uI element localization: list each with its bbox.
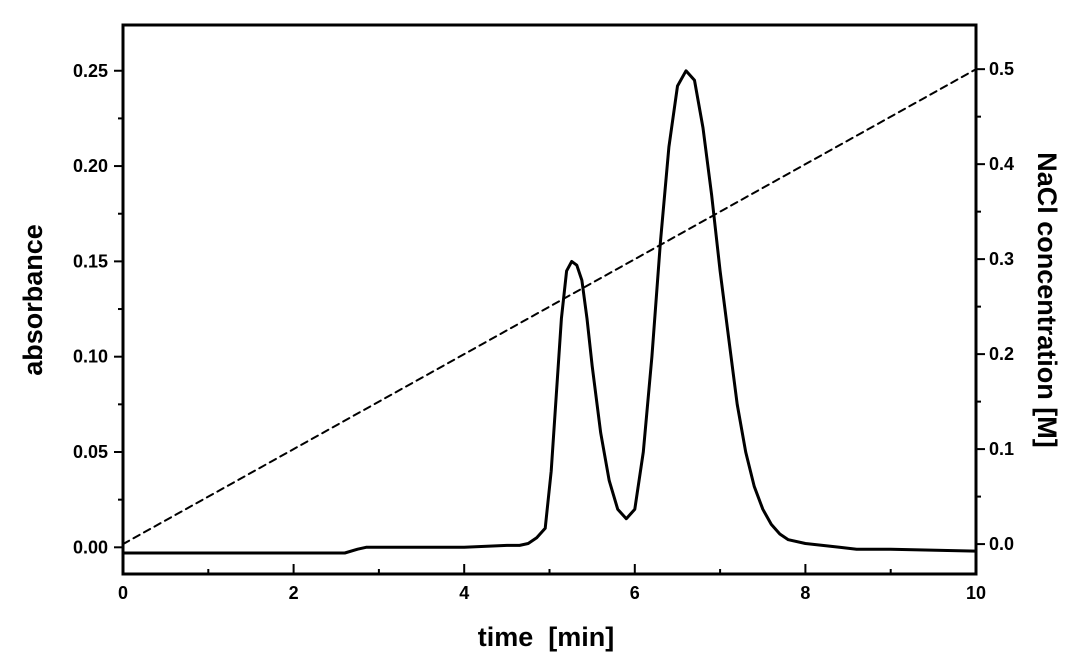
y-tick-label: 0.20 (73, 156, 108, 176)
plot-frame (121, 23, 978, 576)
absorbance-line (121, 69, 978, 555)
y-tick-label: 0.25 (73, 61, 108, 81)
y2-tick-label: 0.0 (989, 534, 1014, 554)
y-tick-label: 0.00 (73, 537, 108, 557)
y2-tick-label: 0.2 (989, 344, 1014, 364)
nacl-gradient-line (122, 68, 977, 546)
y2-tick-label: 0.1 (989, 439, 1014, 459)
series-layer (121, 68, 978, 555)
y-tick-label: 0.10 (73, 347, 108, 367)
x-tick-label: 8 (800, 583, 810, 603)
y2-tick-label: 0.5 (989, 59, 1014, 79)
x-tick-label: 0 (118, 583, 128, 603)
x-tick-label: 10 (966, 583, 986, 603)
tick-labels-layer: 0 2 4 6 8 10 0.00 0.05 0.10 0.15 0.20 0.25 0.0 0.1 0.2… (73, 59, 1014, 603)
x-tick-label: 4 (459, 583, 469, 603)
x-tick-label: 2 (289, 583, 299, 603)
y-tick-label: 0.05 (73, 442, 108, 462)
x-tick-label: 6 (630, 583, 640, 603)
y-tick-label: 0.15 (73, 251, 108, 271)
y2-axis-title: NaCl concentration [M] (1032, 152, 1062, 448)
y-axis-title: absorbance (18, 224, 48, 376)
y2-tick-label: 0.3 (989, 249, 1014, 269)
y2-tick-label: 0.4 (989, 154, 1014, 174)
x-axis-title: time [min] (478, 622, 615, 652)
